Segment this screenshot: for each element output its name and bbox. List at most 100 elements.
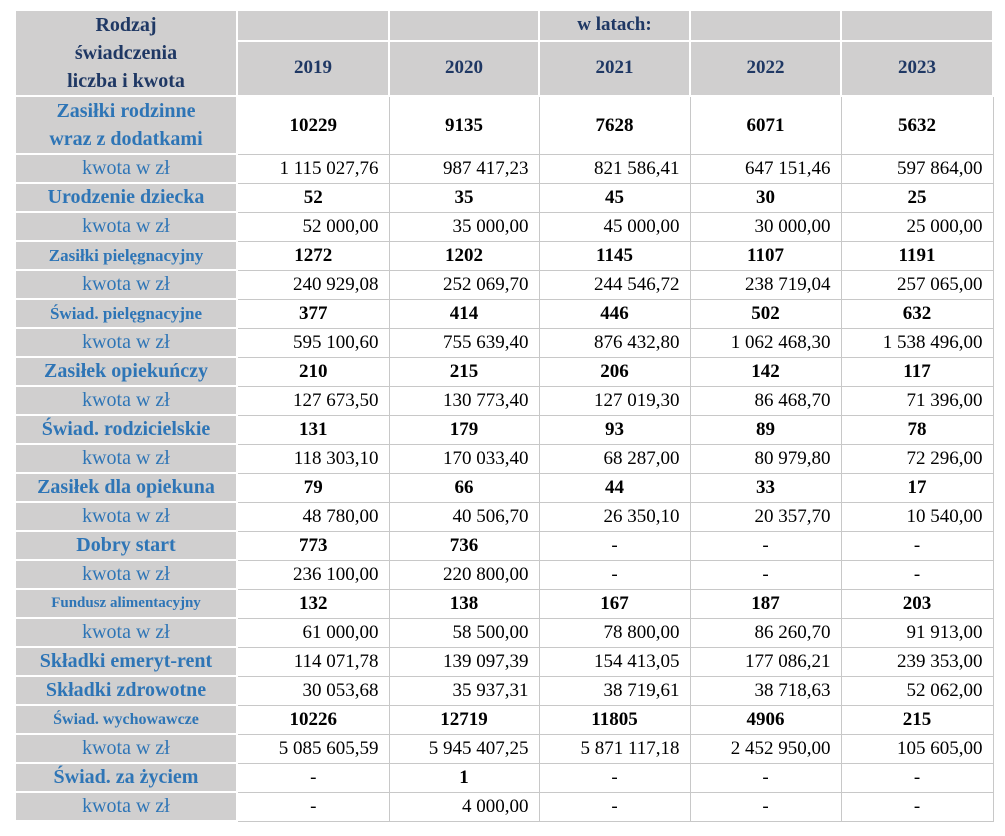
cell-value: 238 719,04 <box>689 269 842 300</box>
cell-value: 167 <box>538 588 691 619</box>
cell-value: 61 000,00 <box>236 617 390 648</box>
row-label: Fundusz alimentacyjny <box>14 588 238 619</box>
cell-value: 632 <box>840 298 994 329</box>
cell-value: 93 <box>538 414 691 445</box>
cell-value: 35 937,31 <box>388 675 540 706</box>
cell-value: 220 800,00 <box>388 559 540 590</box>
cell-value: 154 413,05 <box>538 646 691 677</box>
cell-value: 5 085 605,59 <box>236 733 390 764</box>
cell-value: 239 353,00 <box>840 646 994 677</box>
cell-value: 10 540,00 <box>840 501 994 532</box>
cell-value: 502 <box>689 298 842 329</box>
cell-value: 4906 <box>689 704 842 735</box>
cell-value: 26 350,10 <box>538 501 691 532</box>
row-label: kwota w zł <box>14 153 238 184</box>
row-label: Składki zdrowotne <box>14 675 238 706</box>
cell-value: 5632 <box>840 95 994 155</box>
cell-value: 130 773,40 <box>388 385 540 416</box>
cell-value: - <box>840 762 994 793</box>
cell-value: - <box>538 530 691 561</box>
span-header-row: Rodzaj świadczenia liczba i kwota w lata… <box>14 9 994 97</box>
cell-value: - <box>236 762 390 793</box>
table-row: kwota w zł 52 000,00 35 000,00 45 000,00 30 … <box>14 211 994 242</box>
cell-value: 30 <box>689 182 842 213</box>
table-row: kwota w zł 1 115 027,76 987 417,23 821 586,… <box>14 153 994 184</box>
cell-value: 52 062,00 <box>840 675 994 706</box>
cell-value: 5 871 117,18 <box>538 733 691 764</box>
cell-value: 66 <box>388 472 540 503</box>
cell-value: 45 <box>538 182 691 213</box>
cell-value: - <box>689 791 842 822</box>
cell-value: 257 065,00 <box>840 269 994 300</box>
row-label: kwota w zł <box>14 559 238 590</box>
cell-value: 773 <box>236 530 390 561</box>
cell-value: 72 296,00 <box>840 443 994 474</box>
table-row: Zasiłek dla opiekuna 79 66 44 33 17 <box>14 472 994 503</box>
cell-value: 187 <box>689 588 842 619</box>
cell-value: 1202 <box>388 240 540 271</box>
header-spacer <box>236 9 390 42</box>
row-label: Świad. pielęgnacyjne <box>14 298 238 329</box>
table-row: Zasiłki pielęgnacyjny 1272 1202 1145 1107 119… <box>14 240 994 271</box>
row-label: Świad. rodzicielskie <box>14 414 238 445</box>
cell-value: 30 000,00 <box>689 211 842 242</box>
cell-value: 91 913,00 <box>840 617 994 648</box>
row-label: Urodzenie dziecka <box>14 182 238 213</box>
table-row: Świad. rodzicielskie 131 179 93 89 78 <box>14 414 994 445</box>
cell-value: 58 500,00 <box>388 617 540 648</box>
table-row: Zasiłek opiekuńczy 210 215 206 142 117 <box>14 356 994 387</box>
row-label: Zasiłki pielęgnacyjny <box>14 240 238 271</box>
cell-value: - <box>840 559 994 590</box>
cell-value: 68 287,00 <box>538 443 691 474</box>
table-row: kwota w zł 48 780,00 40 506,70 26 350,10 20 … <box>14 501 994 532</box>
cell-value: 244 546,72 <box>538 269 691 300</box>
cell-value: 17 <box>840 472 994 503</box>
header-spacer <box>840 9 994 42</box>
cell-value: 20 357,70 <box>689 501 842 532</box>
cell-value: 4 000,00 <box>388 791 540 822</box>
cell-value: 203 <box>840 588 994 619</box>
cell-value: 52 000,00 <box>236 211 390 242</box>
cell-value: 33 <box>689 472 842 503</box>
cell-value: 45 000,00 <box>538 211 691 242</box>
cell-value: 131 <box>236 414 390 445</box>
cell-value: 25 <box>840 182 994 213</box>
row-label: Zasiłek dla opiekuna <box>14 472 238 503</box>
cell-value: 38 718,63 <box>689 675 842 706</box>
cell-value: 252 069,70 <box>388 269 540 300</box>
cell-value: 6071 <box>689 95 842 155</box>
cell-value: 1145 <box>538 240 691 271</box>
cell-value: 38 719,61 <box>538 675 691 706</box>
cell-value: 414 <box>388 298 540 329</box>
cell-value: 1272 <box>236 240 390 271</box>
cell-value: 9135 <box>388 95 540 155</box>
cell-value: 10229 <box>236 95 390 155</box>
row-label: Składki emeryt-rent <box>14 646 238 677</box>
header-spacer <box>388 9 540 42</box>
cell-value: 1 062 468,30 <box>689 327 842 358</box>
cell-value: 35 <box>388 182 540 213</box>
table-row: Fundusz alimentacyjny 132 138 167 187 203 <box>14 588 994 619</box>
row-label: kwota w zł <box>14 269 238 300</box>
year-header: 2023 <box>840 39 994 98</box>
cell-value: 89 <box>689 414 842 445</box>
cell-value: - <box>840 791 994 822</box>
table-row: kwota w zł 240 929,08 252 069,70 244 546,72… <box>14 269 994 300</box>
cell-value: 1191 <box>840 240 994 271</box>
table-row: kwota w zł 5 085 605,59 5 945 407,25 5 871 … <box>14 733 994 764</box>
cell-value: 142 <box>689 356 842 387</box>
cell-value: 79 <box>236 472 390 503</box>
table-row: kwota w zł -4 000,00- - - <box>14 791 994 822</box>
cell-value: - <box>236 791 390 822</box>
row-label: kwota w zł <box>14 211 238 242</box>
cell-value: 5 945 407,25 <box>388 733 540 764</box>
row-label: kwota w zł <box>14 327 238 358</box>
cell-value: 127 673,50 <box>236 385 390 416</box>
cell-value: - <box>689 762 842 793</box>
row-label: Świad. za życiem <box>14 762 238 793</box>
cell-value: 215 <box>840 704 994 735</box>
cell-value: 170 033,40 <box>388 443 540 474</box>
row-label: kwota w zł <box>14 733 238 764</box>
year-header: 2020 <box>388 39 540 98</box>
